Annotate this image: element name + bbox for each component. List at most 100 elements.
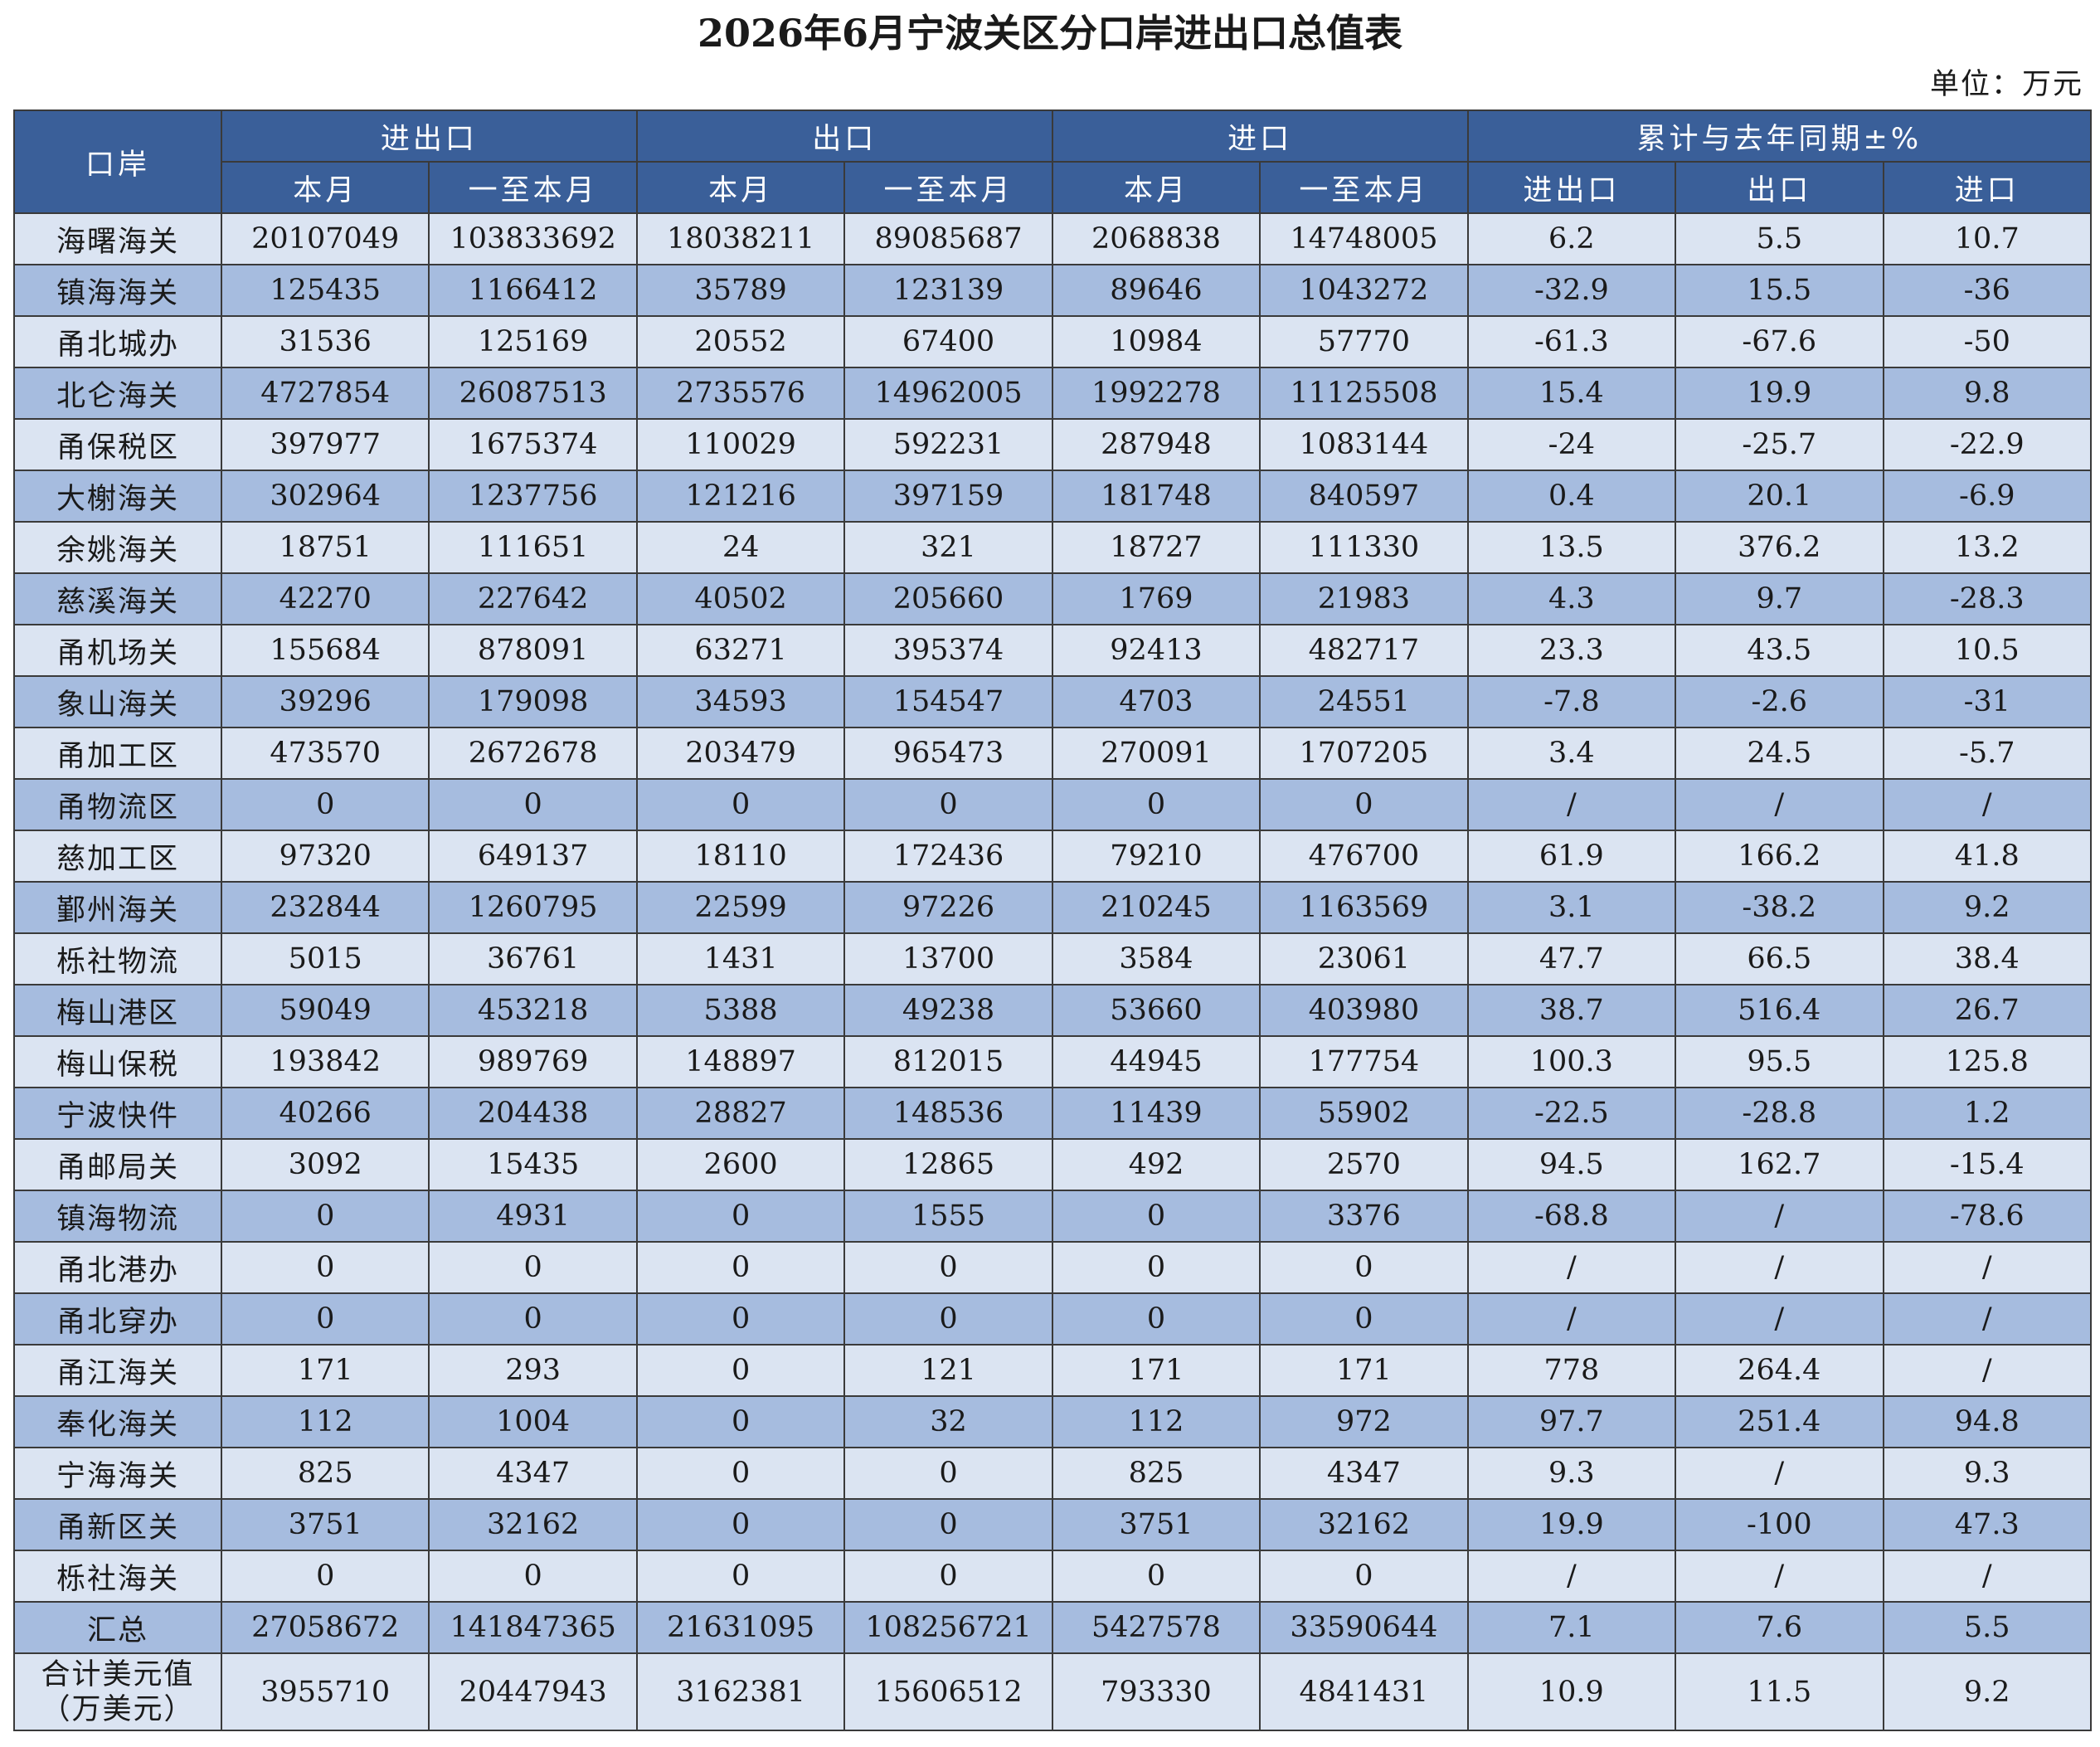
table-cell: 1043272 [1259, 264, 1469, 317]
table-cell: 97320 [220, 830, 430, 883]
table-cell: 0 [1051, 1292, 1261, 1346]
header-sub: 本月 [1051, 161, 1261, 214]
table-cell: 97226 [843, 881, 1053, 934]
table-cell: 18110 [635, 830, 846, 883]
table-cell: 94.5 [1466, 1138, 1677, 1191]
port-name: 梅山保税 [13, 1035, 222, 1088]
table-cell: 35789 [635, 264, 846, 317]
table-row: 宁波快件 40266 204438 28827 148536 11439 55902 -22.… [13, 1087, 2092, 1140]
header-sub: 一至本月 [843, 161, 1053, 214]
table-cell: 67400 [843, 315, 1053, 368]
table-cell: 592231 [843, 418, 1053, 471]
header-sub: 本月 [635, 161, 846, 214]
table-cell: 125169 [428, 315, 638, 368]
table-cell: -100 [1675, 1498, 1884, 1551]
table-cell: -28.8 [1675, 1087, 1884, 1140]
table-cell: 148897 [635, 1035, 846, 1088]
port-name: 栎社海关 [13, 1550, 222, 1603]
table-cell: 1431 [635, 932, 846, 985]
table-cell: 15.4 [1466, 367, 1677, 420]
table-cell: 0 [220, 778, 430, 831]
table-cell: 0 [1259, 778, 1469, 831]
table-cell: 0 [428, 1292, 638, 1346]
table-row: 宁海海关 825 4347 0 0 825 4347 9.3/9.3 [13, 1447, 2092, 1500]
table-cell: 0 [843, 778, 1053, 831]
table-cell: 15435 [428, 1138, 638, 1191]
port-name: 鄞州海关 [13, 881, 222, 934]
table-cell: 11125508 [1259, 367, 1469, 420]
table-cell: 10.5 [1882, 624, 2092, 677]
table-cell: 5388 [635, 984, 846, 1037]
table-cell: 166.2 [1675, 830, 1884, 883]
table-cell: 0 [635, 778, 846, 831]
table-row: 梅山保税 193842 989769 148897 812015 44945 177754 1… [13, 1035, 2092, 1088]
table-cell: 965473 [843, 727, 1053, 780]
table-cell: 66.5 [1675, 932, 1884, 985]
table-cell: 825 [220, 1447, 430, 1500]
table-cell: 1707205 [1259, 727, 1469, 780]
port-name: 镇海物流 [13, 1190, 222, 1243]
table-row: 海曙海关 20107049 103833692 18038211 89085687 206… [13, 212, 2092, 265]
table-cell: 172436 [843, 830, 1053, 883]
table-cell: 111330 [1259, 521, 1469, 574]
table-row: 汇总 27058672 141847365 21631095 108256721 5427… [13, 1601, 2092, 1654]
table-row: 慈加工区 97320 649137 18110 172436 79210 476700 61.… [13, 830, 2092, 883]
header-group-row: 口岸 进出口 出口 进口 累计与去年同期±% [13, 109, 2093, 214]
table-cell: 12865 [843, 1138, 1053, 1191]
header-sub: 本月 [220, 161, 430, 214]
table-cell: 3.4 [1466, 727, 1677, 780]
table-cell: 4703 [1051, 675, 1261, 728]
table-cell: 15606512 [843, 1652, 1053, 1731]
table-cell: 47.7 [1466, 932, 1677, 985]
header-group-yoy: 累计与去年同期±% [1466, 109, 2093, 163]
table-cell: 2672678 [428, 727, 638, 780]
table-cell: 148536 [843, 1087, 1053, 1140]
table-cell: -25.7 [1675, 418, 1884, 471]
table-cell: 203479 [635, 727, 846, 780]
table-cell: 63271 [635, 624, 846, 677]
table-cell: 33590644 [1259, 1601, 1469, 1654]
port-name: 甬北穿办 [13, 1292, 222, 1346]
table-cell: 125.8 [1882, 1035, 2092, 1088]
table-cell: 395374 [843, 624, 1053, 677]
table-cell: -38.2 [1675, 881, 1884, 934]
table-cell: 24.5 [1675, 727, 1884, 780]
table-cell: 9.3 [1882, 1447, 2092, 1500]
table-cell: 0 [635, 1550, 846, 1603]
table-cell: 79210 [1051, 830, 1261, 883]
table-cell: 14748005 [1259, 212, 1469, 265]
table-cell: 171 [220, 1344, 430, 1397]
table-cell: 18751 [220, 521, 430, 574]
usd-row-label: 合计美元值 （万美元） [13, 1652, 222, 1731]
table-row: 栎社物流 5015 36761 1431 13700 3584 23061 47.7 66.5 3… [13, 932, 2092, 985]
table-cell: 287948 [1051, 418, 1261, 471]
table-cell: 492 [1051, 1138, 1261, 1191]
table-cell: -5.7 [1882, 727, 2092, 780]
table-cell: -15.4 [1882, 1138, 2092, 1191]
table-cell: 0 [635, 1292, 846, 1346]
table-cell: 0 [220, 1241, 430, 1294]
table-cell: 989769 [428, 1035, 638, 1088]
table-cell: -24 [1466, 418, 1677, 471]
table-cell: 123139 [843, 264, 1053, 317]
table-cell: 193842 [220, 1035, 430, 1088]
table-cell: 121 [843, 1344, 1053, 1397]
table-cell: 4931 [428, 1190, 638, 1243]
table-cell: 13.5 [1466, 521, 1677, 574]
table-cell: 9.8 [1882, 367, 2092, 420]
port-name: 甬邮局关 [13, 1138, 222, 1191]
table-cell: 1237756 [428, 470, 638, 523]
table-row: 甬北穿办 0 0 0 0 0 0// / [13, 1292, 2092, 1346]
table-cell: -67.6 [1675, 315, 1884, 368]
table-cell: 1083144 [1259, 418, 1469, 471]
port-name: 慈加工区 [13, 830, 222, 883]
table-cell: 3376 [1259, 1190, 1469, 1243]
table-cell: 171 [1259, 1344, 1469, 1397]
table-cell: 28827 [635, 1087, 846, 1140]
table-cell: 251.4 [1675, 1395, 1884, 1448]
table-cell: 0 [843, 1498, 1053, 1551]
table-cell: 89646 [1051, 264, 1261, 317]
header-group-export: 出口 [635, 109, 1053, 163]
table-cell: / [1882, 1344, 2092, 1397]
table-cell: 1555 [843, 1190, 1053, 1243]
